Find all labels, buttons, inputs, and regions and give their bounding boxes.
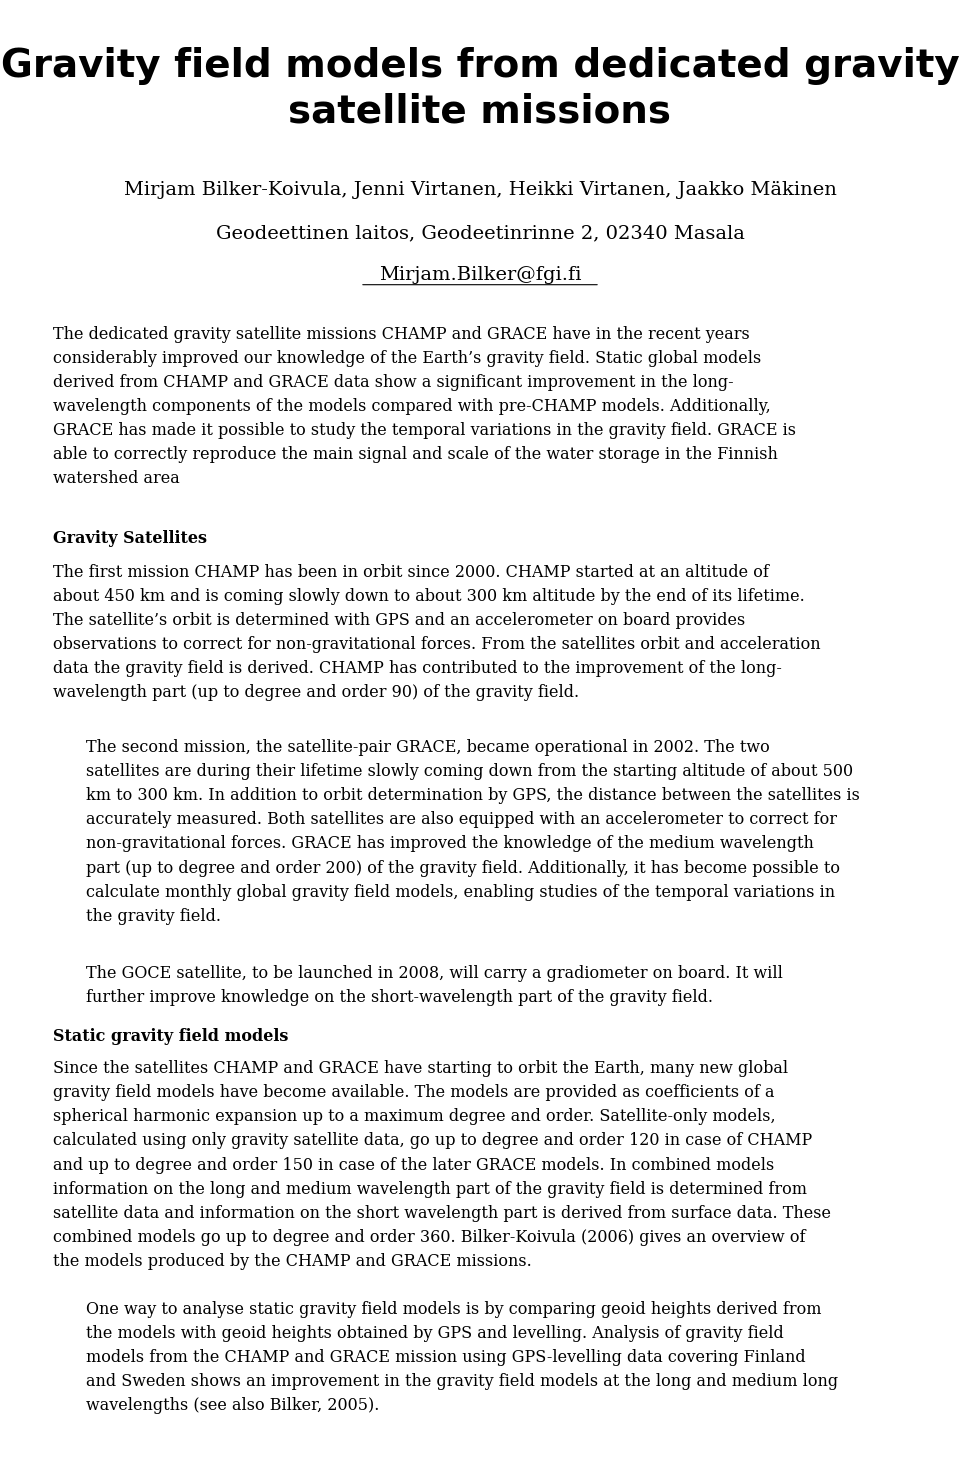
- Text: The second mission, the satellite-pair GRACE, became operational in 2002. The tw: The second mission, the satellite-pair G…: [86, 739, 860, 924]
- Text: Static gravity field models: Static gravity field models: [53, 1028, 288, 1045]
- Text: Since the satellites CHAMP and GRACE have starting to orbit the Earth, many new : Since the satellites CHAMP and GRACE hav…: [53, 1060, 830, 1270]
- Text: The GOCE satellite, to be launched in 2008, will carry a gradiometer on board. I: The GOCE satellite, to be launched in 20…: [86, 965, 783, 1006]
- Text: Gravity field models from dedicated gravity
satellite missions: Gravity field models from dedicated grav…: [1, 47, 959, 130]
- Text: The first mission CHAMP has been in orbit since 2000. CHAMP started at an altitu: The first mission CHAMP has been in orbi…: [53, 564, 821, 701]
- Text: Gravity Satellites: Gravity Satellites: [53, 530, 206, 548]
- Text: Geodeettinen laitos, Geodeetinrinne 2, 02340 Masala: Geodeettinen laitos, Geodeetinrinne 2, 0…: [216, 225, 744, 242]
- Text: The dedicated gravity satellite missions CHAMP and GRACE have in the recent year: The dedicated gravity satellite missions…: [53, 326, 796, 488]
- Text: Mirjam Bilker-Koivula, Jenni Virtanen, Heikki Virtanen, Jaakko Mäkinen: Mirjam Bilker-Koivula, Jenni Virtanen, H…: [124, 181, 836, 199]
- Text: Mirjam.Bilker@fgi.fi: Mirjam.Bilker@fgi.fi: [379, 266, 581, 283]
- Text: One way to analyse static gravity field models is by comparing geoid heights der: One way to analyse static gravity field …: [86, 1301, 838, 1415]
